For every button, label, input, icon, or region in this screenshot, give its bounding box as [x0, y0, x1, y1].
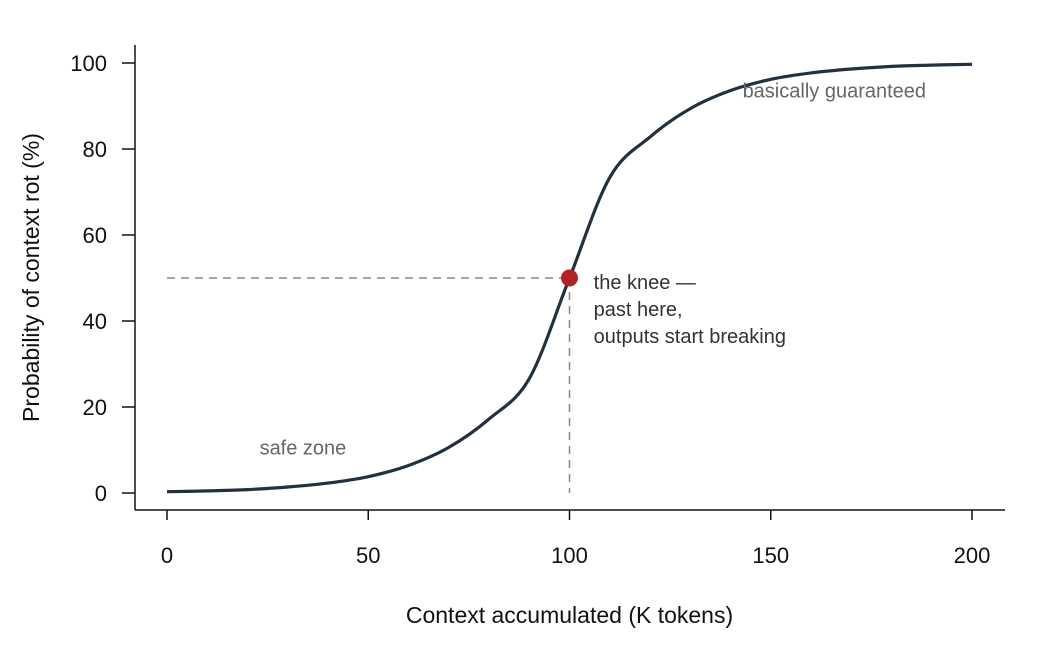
y-tick-label: 40 [83, 309, 107, 334]
annotation-line: safe zone [260, 437, 347, 459]
x-tick-label: 100 [551, 543, 588, 568]
annotation-line: outputs start breaking [594, 326, 786, 348]
annotation-line: past here, [594, 299, 683, 321]
y-tick-label: 20 [83, 395, 107, 420]
y-tick-label: 60 [83, 223, 107, 248]
y-tick-label: 0 [95, 481, 107, 506]
highlight-point [561, 269, 578, 287]
axes: 0 50 100 150 200 0 20 40 60 80 100 [70, 45, 1005, 568]
y-tick-label: 80 [83, 137, 107, 162]
y-axis-label: Probability of context rot (%) [18, 133, 44, 422]
annotation: the knee — past here, outputs start breaki… [594, 272, 786, 348]
reference-lines [167, 277, 571, 493]
annotation: safe zone [260, 437, 347, 459]
y-tick-label: 100 [70, 51, 107, 76]
annotation-line: the knee — [594, 272, 696, 294]
x-tick-label: 150 [752, 543, 789, 568]
annotation-line: basically guaranteed [743, 80, 926, 102]
x-tick-label: 200 [954, 543, 991, 568]
series-layer [166, 62, 973, 494]
annotation: basically guaranteed [743, 80, 926, 102]
x-tick-label: 0 [161, 543, 173, 568]
x-tick-label: 50 [356, 543, 380, 568]
annotations: safe zone basically guaranteed the knee — p… [260, 80, 926, 459]
x-axis-label: Context accumulated (K tokens) [406, 602, 733, 628]
